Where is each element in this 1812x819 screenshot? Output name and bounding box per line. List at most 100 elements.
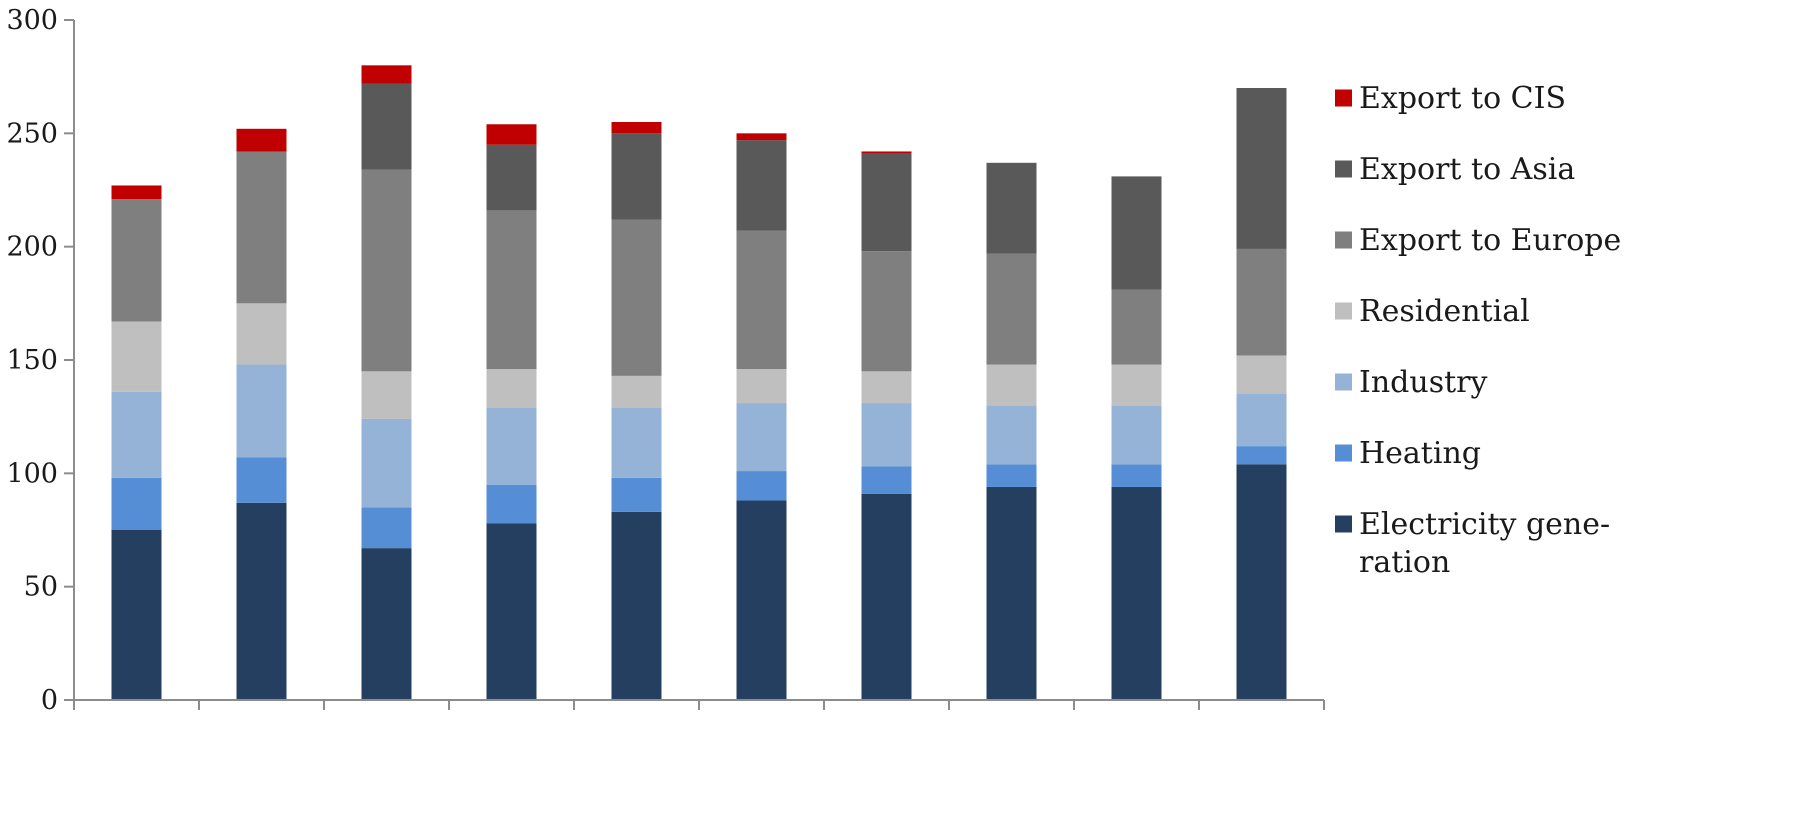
bar-segment-3-series-1 <box>361 548 412 700</box>
bar-segment-4-series-1 <box>486 523 537 700</box>
bar-segment-1-series-3 <box>111 391 162 478</box>
bar-segment-6-series-3 <box>736 403 787 472</box>
legend-label-line: Export to CIS <box>1359 81 1566 116</box>
legend-swatch <box>1335 302 1352 320</box>
bar-segment-7-series-1 <box>861 493 912 700</box>
bar-segment-7-series-4 <box>861 371 912 404</box>
bar-segment-9-series-6 <box>1111 176 1162 290</box>
x-axis-ticks <box>73 700 1325 710</box>
bar-segment-7-series-3 <box>861 403 912 467</box>
legend-label-line: Residential <box>1359 294 1530 329</box>
bar-segment-2-series-4 <box>236 303 287 365</box>
legend-item: Export to Europe <box>1335 223 1621 258</box>
legend-swatch <box>1335 515 1352 533</box>
bar-segment-10-series-4 <box>1236 355 1287 394</box>
bar-segment-3-series-4 <box>361 371 412 419</box>
bar-segment-8-series-5 <box>986 253 1037 365</box>
bar-segment-4-series-3 <box>486 407 537 485</box>
legend-item: Industry <box>1335 365 1487 400</box>
legend-label-line: ration <box>1359 545 1450 580</box>
bar-segment-7-series-5 <box>861 251 912 372</box>
legend-item: Heating <box>1335 436 1481 471</box>
y-tick-label: 100 <box>6 458 58 489</box>
bar-segment-8-series-3 <box>986 405 1037 465</box>
bar-segment-4-series-2 <box>486 484 537 524</box>
bar-segment-3-series-3 <box>361 418 412 508</box>
legend-item: Export to CIS <box>1335 81 1566 116</box>
y-tick-label: 50 <box>24 572 58 603</box>
bar-segment-4-series-4 <box>486 369 537 408</box>
bar-segment-3-series-7 <box>361 65 412 84</box>
bar-segment-8-series-1 <box>986 486 1037 700</box>
y-tick-label: 150 <box>6 345 58 376</box>
bar-segment-2-series-1 <box>236 502 287 700</box>
bar-segment-10-series-1 <box>1236 464 1287 700</box>
legend-swatch <box>1335 160 1352 178</box>
bar-segment-4-series-5 <box>486 210 537 370</box>
bar-segment-2-series-5 <box>236 151 287 304</box>
legend-item: Electricity gene-ration <box>1335 507 1610 580</box>
bar-segment-6-series-4 <box>736 369 787 404</box>
legend-swatch <box>1335 231 1352 249</box>
bar-segment-8-series-6 <box>986 162 1037 254</box>
bar-segment-3-series-2 <box>361 507 412 549</box>
bar-segment-1-series-1 <box>111 530 162 700</box>
legend: Export to CIS Export to Asia Export to Eur… <box>1335 81 1621 580</box>
bar-segment-2-series-3 <box>236 364 287 458</box>
bar-segment-7-series-7 <box>861 151 912 154</box>
legend-label-line: Electricity gene- <box>1359 507 1610 542</box>
legend-swatch <box>1335 373 1352 391</box>
legend-label: Export to CIS <box>1359 81 1566 116</box>
bar-segment-9-series-3 <box>1111 405 1162 465</box>
legend-swatch <box>1335 444 1352 462</box>
bar-segment-8-series-2 <box>986 464 1037 487</box>
bar-segment-1-series-2 <box>111 477 162 530</box>
legend-label: Export to Asia <box>1359 152 1575 187</box>
bar-segment-5-series-2 <box>611 477 662 512</box>
legend-label: Residential <box>1359 294 1530 329</box>
y-axis-ticks: 0 50 100 150 200 250 300 <box>6 5 74 716</box>
legend-label-line: Export to Europe <box>1359 223 1621 258</box>
bar-segment-5-series-7 <box>611 122 662 134</box>
y-tick-label: 300 <box>6 5 58 36</box>
bar-segment-10-series-6 <box>1236 88 1287 249</box>
y-tick-label: 0 <box>41 685 58 716</box>
bar-segment-7-series-6 <box>861 153 912 252</box>
bar-segments <box>111 65 1287 700</box>
bar-segment-9-series-2 <box>1111 464 1162 487</box>
bar-segment-4-series-6 <box>486 144 537 211</box>
bar-segment-5-series-5 <box>611 219 662 376</box>
legend-item: Export to Asia <box>1335 152 1575 187</box>
legend-label: Electricity gene-ration <box>1359 507 1610 580</box>
bar-segment-6-series-6 <box>736 140 787 231</box>
bar-segment-9-series-5 <box>1111 289 1162 365</box>
bar-segment-1-series-7 <box>111 185 162 200</box>
bar-segment-6-series-2 <box>736 471 787 501</box>
bar-segment-5-series-1 <box>611 511 662 700</box>
legend-label: Heating <box>1359 436 1481 471</box>
bar-segment-2-series-7 <box>236 128 287 152</box>
y-tick-label: 200 <box>6 232 58 263</box>
bar-segment-6-series-7 <box>736 133 787 141</box>
legend-label-line: Heating <box>1359 436 1481 471</box>
bar-segment-10-series-5 <box>1236 248 1287 356</box>
y-tick-label: 250 <box>6 118 58 149</box>
bar-segment-5-series-6 <box>611 133 662 220</box>
bar-segment-9-series-1 <box>1111 486 1162 700</box>
bar-segment-3-series-6 <box>361 83 412 170</box>
bar-segment-7-series-2 <box>861 466 912 494</box>
bar-segment-4-series-7 <box>486 124 537 145</box>
bar-segment-1-series-5 <box>111 199 162 322</box>
bar-segment-5-series-4 <box>611 375 662 408</box>
legend-label-line: Export to Asia <box>1359 152 1575 187</box>
legend-label: Export to Europe <box>1359 223 1621 258</box>
bar-segment-10-series-2 <box>1236 446 1287 465</box>
legend-label-line: Industry <box>1359 365 1487 400</box>
bar-segment-8-series-4 <box>986 364 1037 406</box>
bar-segment-1-series-4 <box>111 321 162 392</box>
bar-segment-6-series-1 <box>736 500 787 700</box>
bar-segment-9-series-4 <box>1111 364 1162 406</box>
legend-swatch <box>1335 89 1352 107</box>
bar-segment-10-series-3 <box>1236 394 1287 447</box>
